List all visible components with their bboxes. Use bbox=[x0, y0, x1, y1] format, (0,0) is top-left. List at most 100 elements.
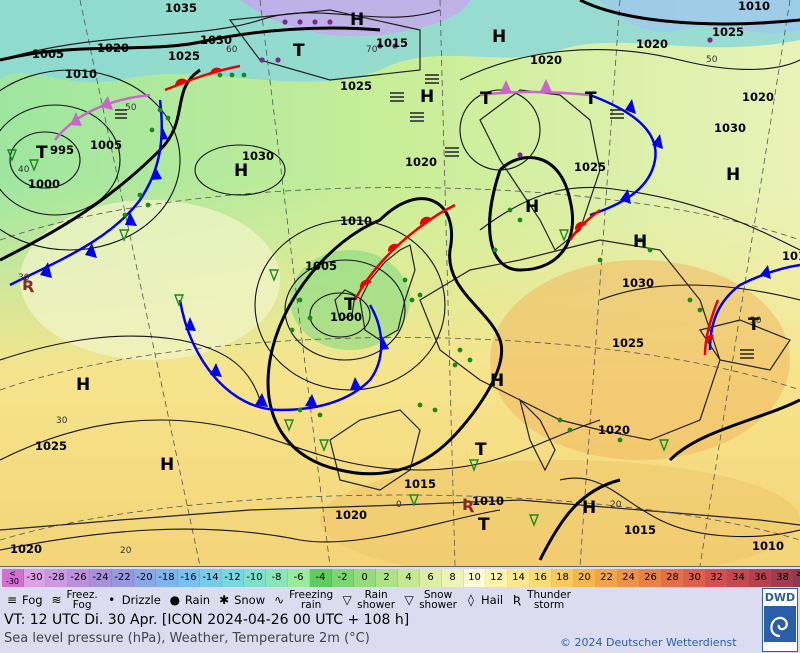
weather-legend-icon: ● bbox=[169, 593, 181, 607]
scale-cell: 24 bbox=[618, 569, 640, 587]
graticule bbox=[0, 0, 800, 566]
scale-cell: 32 bbox=[706, 569, 728, 587]
scale-cell: 10 bbox=[464, 569, 486, 587]
scale-cell: -6 bbox=[288, 569, 310, 587]
ireland-coast bbox=[334, 289, 356, 321]
scale-cell: 36 bbox=[750, 569, 772, 587]
temperature-marker: 50 bbox=[706, 55, 718, 65]
isobar-label: 1000 bbox=[330, 310, 362, 324]
scale-cell: -22 bbox=[112, 569, 134, 587]
italy-coast bbox=[518, 398, 556, 472]
temperature-marker: 70 bbox=[366, 45, 378, 55]
weather-legend-label: Freez. Fog bbox=[66, 589, 98, 611]
high-center: H bbox=[492, 27, 506, 47]
scale-cell: -24 bbox=[90, 569, 112, 587]
scale-cell: -8 bbox=[266, 569, 288, 587]
map-canvas: Ʀ Ʀ H H H H H H H H H H H T T T T T T T … bbox=[0, 0, 800, 566]
weather-legend-icon: ≋ bbox=[51, 593, 62, 607]
isobar-label: 1020 bbox=[636, 37, 668, 51]
weather-legend-icon: ∿ bbox=[274, 593, 285, 607]
copyright: © 2024 Deutscher Wetterdienst bbox=[560, 636, 737, 649]
scale-cell: 38 bbox=[772, 569, 794, 587]
scale-cell: 8 bbox=[442, 569, 464, 587]
scale-cell: -20 bbox=[134, 569, 156, 587]
scale-cell: -30 bbox=[24, 569, 46, 587]
scale-cell: 22 bbox=[596, 569, 618, 587]
weather-legend-item: • Drizzle bbox=[104, 593, 161, 607]
isobar-label: 1020 bbox=[742, 90, 774, 104]
pressure-centers: H H H H H H H H H H H T T T T T T T T bbox=[36, 10, 760, 535]
isobar-label: 1010 bbox=[738, 0, 770, 13]
thick-isobars bbox=[0, 0, 800, 561]
weather-legend-item: ▽ Snow shower bbox=[401, 590, 457, 611]
isobar-label: 1015 bbox=[404, 477, 436, 491]
high-center: H bbox=[525, 197, 539, 217]
scale-cell: 14 bbox=[508, 569, 530, 587]
temperature-marker: 50 bbox=[125, 103, 137, 113]
weather-legend-label: Rain bbox=[184, 593, 211, 607]
low-center: T bbox=[585, 89, 597, 109]
temperature-marker: 0 bbox=[396, 500, 402, 510]
isobar-label: 1010 bbox=[472, 494, 504, 508]
high-center: H bbox=[76, 375, 90, 395]
temperature-marker: 30 bbox=[56, 416, 68, 426]
scale-cell: 12 bbox=[486, 569, 508, 587]
isobar-label: 995 bbox=[50, 143, 74, 157]
weather-legend-label: Snow bbox=[234, 593, 266, 607]
high-center: H bbox=[160, 455, 174, 475]
scale-cell: -10 bbox=[244, 569, 266, 587]
isobar-label: 1025 bbox=[712, 25, 744, 39]
warm-front-low bbox=[353, 203, 456, 301]
scale-cell: -26 bbox=[68, 569, 90, 587]
weather-legend-label: Drizzle bbox=[121, 593, 161, 607]
weather-legend-item: ● Rain bbox=[167, 593, 211, 607]
isobar-label: 1010 bbox=[65, 67, 97, 81]
map-legend: < -30 -30 -28 -26 -24 -22 -20 -18 -16 -14 -12 -10 -8-… bbox=[0, 566, 800, 653]
scale-cell: 6 bbox=[420, 569, 442, 587]
valid-time: VT: 12 UTC Di. 30 Apr. [ICON 2024-04-26 … bbox=[4, 612, 410, 628]
scale-cell: 16 bbox=[530, 569, 552, 587]
mild-atlantic-zone bbox=[20, 200, 280, 360]
great-britain-coast bbox=[359, 244, 416, 341]
weather-legend-icon: • bbox=[108, 593, 116, 607]
weather-symbol-legend: ≡ Fog ≋ Freez. Fog • Drizzle ● Rain ✱ Snow ∿ Freezin… bbox=[4, 588, 577, 612]
scale-cell: < -30 bbox=[2, 569, 24, 587]
scale-cell: 20 bbox=[574, 569, 596, 587]
thunder-symbols: Ʀ Ʀ bbox=[22, 275, 475, 514]
warm-zone-east bbox=[490, 260, 790, 460]
isobar-label: 1020 bbox=[405, 155, 437, 169]
weather-legend-item: ▽ Rain shower bbox=[339, 589, 396, 611]
isobar-label: 1015 bbox=[376, 36, 408, 50]
cool-zone-low bbox=[290, 250, 410, 350]
scale-cell: -2 bbox=[332, 569, 354, 587]
svg-text:Ʀ: Ʀ bbox=[462, 495, 475, 514]
temperature-marker: 20 bbox=[120, 546, 132, 556]
low-center: T bbox=[478, 515, 490, 535]
weather-legend-label: Thunder storm bbox=[527, 589, 571, 611]
map-description: Sea level pressure (hPa), Weather, Tempe… bbox=[4, 631, 370, 646]
scale-cell: -4 bbox=[310, 569, 332, 587]
temperature-markers: 60 70 50 40 30 30 30 20 20 0 50 bbox=[18, 45, 762, 556]
isobar-label: 1020 bbox=[530, 53, 562, 67]
cold-front-low bbox=[178, 299, 389, 412]
isobar-label: 1025 bbox=[340, 79, 372, 93]
isobar-label: 1010 bbox=[340, 214, 372, 228]
high-center: H bbox=[633, 232, 647, 252]
dwd-logo-text: DWD bbox=[764, 591, 796, 604]
scale-cell: -16 bbox=[178, 569, 200, 587]
isobar-label: 1025 bbox=[168, 49, 200, 63]
scale-cell: 30 bbox=[684, 569, 706, 587]
isobar-label: 1000 bbox=[28, 177, 60, 191]
dwd-logo[interactable]: DWD bbox=[762, 588, 798, 652]
weather-legend-label: Rain shower bbox=[357, 589, 396, 611]
scale-cell: -14 bbox=[200, 569, 222, 587]
isobar-labels: 1035 1030 1020 1015 1005 1010 1025 1020 … bbox=[10, 0, 800, 556]
isobar-label: 1005 bbox=[305, 259, 337, 273]
weather-legend-label: Freezing rain bbox=[289, 589, 334, 611]
occluded-front-scandinavia bbox=[479, 79, 591, 97]
scale-cell: -28 bbox=[46, 569, 68, 587]
isobar-label: 1025 bbox=[574, 160, 606, 174]
rain-symbols bbox=[122, 72, 703, 443]
scale-cell: 28 bbox=[662, 569, 684, 587]
isobar-label: 1015 bbox=[624, 523, 656, 537]
